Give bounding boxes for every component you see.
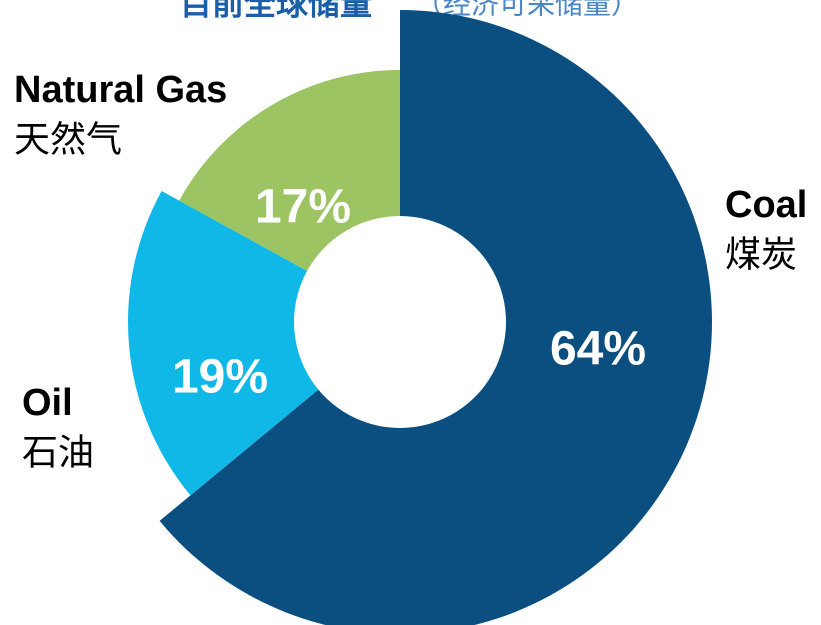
data-label: 64%: [550, 323, 646, 376]
data-label: 19%: [172, 351, 268, 404]
category-label-zh: 煤炭: [725, 234, 797, 275]
donut-segment: [179, 70, 400, 271]
category-label: Oil: [22, 382, 73, 424]
category-label: Coal: [725, 184, 807, 226]
donut-segment: [128, 190, 319, 496]
category-label: Natural Gas: [14, 69, 227, 111]
data-label: 17%: [255, 181, 351, 234]
donut-segment: [159, 10, 712, 625]
category-label-zh: 石油: [22, 432, 94, 473]
chart-title: 目前全球储量: [180, 0, 372, 21]
chart-subtitle: （经济可采储量）: [415, 0, 639, 19]
category-label-zh: 天然气: [14, 119, 122, 160]
